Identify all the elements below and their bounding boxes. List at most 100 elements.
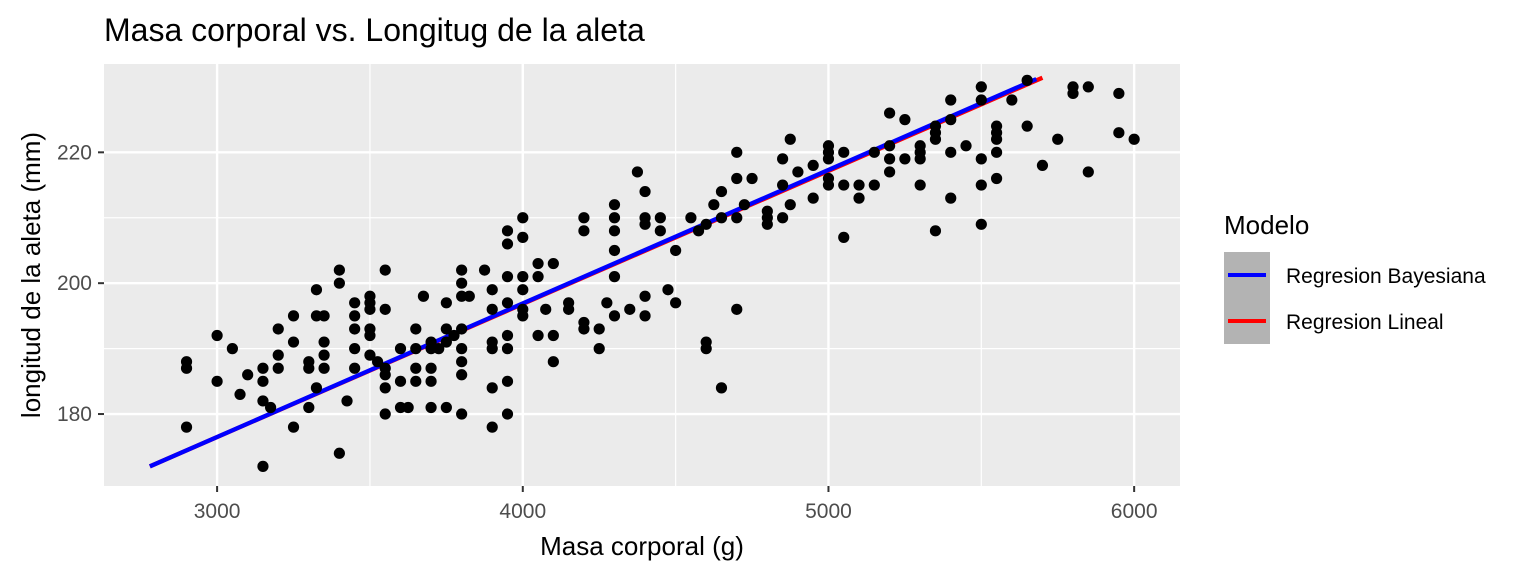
data-point	[1006, 94, 1018, 106]
data-point	[608, 225, 621, 237]
data-point	[318, 336, 330, 348]
data-point	[731, 303, 743, 315]
data-point	[486, 382, 498, 394]
data-point	[990, 172, 1003, 185]
data-point	[708, 199, 720, 211]
data-point	[517, 303, 529, 315]
data-point	[692, 225, 705, 237]
data-point	[777, 153, 789, 165]
data-point	[975, 179, 987, 191]
data-point	[563, 297, 575, 309]
data-point	[777, 179, 789, 191]
data-point	[990, 120, 1003, 132]
data-point	[532, 329, 544, 342]
data-point	[1128, 133, 1140, 145]
data-point	[272, 362, 284, 374]
data-point	[501, 238, 514, 250]
data-point	[945, 114, 957, 126]
data-point	[234, 388, 246, 401]
data-point	[440, 336, 452, 348]
data-point	[532, 271, 544, 283]
data-point	[578, 225, 590, 237]
data-point	[853, 192, 865, 204]
data-point	[547, 257, 559, 270]
data-point	[578, 212, 590, 224]
data-point	[807, 159, 819, 172]
data-point	[654, 212, 666, 224]
data-point	[792, 166, 804, 178]
data-point	[349, 297, 361, 309]
data-point	[639, 310, 651, 322]
data-point	[425, 336, 437, 348]
data-point	[303, 356, 315, 368]
data-point	[349, 323, 361, 335]
data-point	[700, 218, 712, 230]
data-point	[807, 192, 819, 204]
data-point	[456, 277, 468, 289]
data-point	[731, 146, 743, 158]
data-point	[257, 460, 269, 472]
data-point	[226, 343, 238, 355]
data-point	[746, 172, 758, 185]
data-point	[417, 290, 430, 302]
data-point	[501, 375, 514, 387]
data-point	[670, 297, 682, 309]
data-point	[715, 185, 728, 198]
data-point	[1021, 120, 1033, 132]
data-point	[310, 284, 323, 296]
plot-panel	[104, 64, 1180, 486]
data-point	[838, 179, 850, 191]
data-point	[501, 343, 514, 355]
data-point	[761, 205, 773, 217]
y-tick-label: 220	[57, 141, 92, 164]
data-point	[394, 343, 407, 355]
data-point	[1036, 159, 1049, 172]
data-point	[532, 257, 544, 270]
data-point	[402, 401, 414, 414]
data-point	[456, 323, 468, 335]
data-point	[379, 264, 391, 276]
data-point	[593, 343, 605, 355]
data-point	[371, 356, 384, 368]
legend: Modelo Regresion Bayesiana Regresion Lin…	[1224, 210, 1486, 344]
data-point	[975, 81, 987, 93]
data-point	[884, 153, 896, 165]
data-point	[501, 225, 514, 237]
data-point	[853, 179, 865, 191]
data-point	[608, 244, 621, 257]
data-point	[349, 362, 361, 374]
data-point	[379, 362, 391, 374]
data-point	[433, 343, 445, 355]
data-point	[425, 375, 437, 387]
data-point	[1082, 81, 1094, 93]
data-point	[914, 140, 926, 152]
data-point	[945, 192, 957, 204]
data-point	[341, 395, 353, 407]
data-point	[738, 199, 751, 211]
data-point	[945, 94, 957, 106]
y-axis-title: longitud de la aleta (mm)	[16, 132, 46, 418]
data-point	[272, 349, 284, 361]
data-point	[929, 225, 942, 237]
data-point	[333, 277, 345, 289]
data-point	[547, 356, 559, 368]
data-point	[784, 133, 796, 145]
data-point	[272, 323, 284, 335]
data-point	[608, 212, 621, 224]
data-point	[868, 179, 880, 191]
data-point	[593, 323, 605, 335]
data-point	[639, 290, 651, 302]
data-point	[975, 153, 987, 165]
data-point	[318, 310, 330, 322]
data-point	[456, 408, 468, 420]
data-point	[410, 375, 422, 387]
data-point	[425, 362, 437, 374]
data-point	[838, 146, 850, 158]
data-point	[639, 185, 651, 198]
data-point	[990, 146, 1003, 158]
data-point	[486, 284, 498, 296]
data-point	[456, 264, 468, 276]
data-point	[180, 356, 193, 368]
x-tick-label: 4000	[499, 500, 546, 523]
y-tick-label: 200	[57, 272, 92, 295]
